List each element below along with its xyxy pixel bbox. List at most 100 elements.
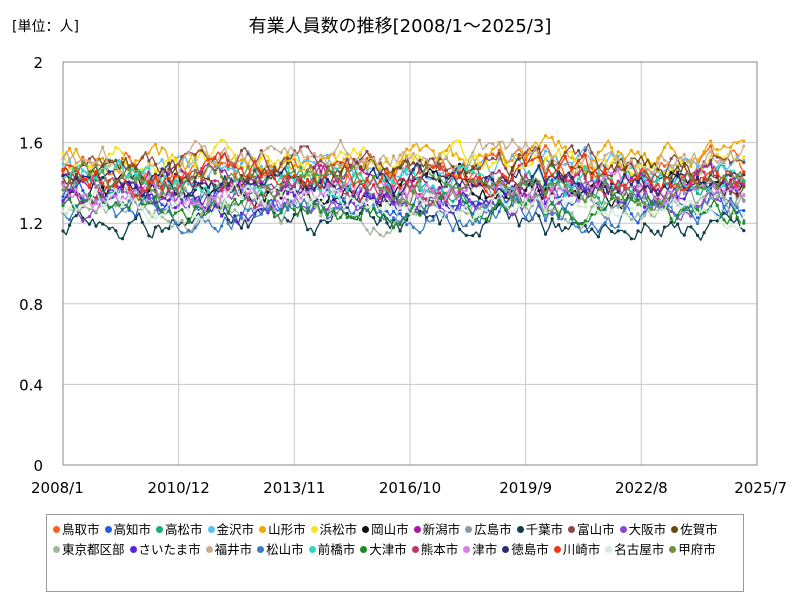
series-point [656, 161, 660, 165]
series-point [424, 144, 429, 148]
series-point [147, 179, 151, 183]
series-point [557, 186, 561, 190]
series-point [636, 164, 640, 168]
series-point [74, 187, 78, 191]
series-point [233, 202, 237, 206]
series-point [643, 205, 647, 209]
series-point [583, 153, 587, 157]
series-point [676, 165, 680, 169]
series-point [239, 226, 244, 230]
series-point [411, 176, 415, 180]
series-point [292, 163, 296, 168]
series-point [391, 200, 396, 204]
series-point [372, 198, 376, 203]
series-point [398, 153, 402, 157]
series-point [484, 180, 488, 184]
series-point [391, 206, 396, 210]
series-point [68, 223, 72, 227]
series-point [484, 176, 488, 180]
series-point [722, 205, 726, 210]
series-point [372, 195, 376, 199]
series-point [464, 171, 468, 175]
series-point [550, 212, 554, 217]
series-point [160, 192, 164, 196]
series-point [563, 202, 567, 206]
series-point [372, 183, 376, 187]
series-point [563, 178, 567, 182]
series-point [629, 158, 634, 162]
line-chart: 0 0.4 0.8 1.2 1.6 2 2008/1 2010/12 2013/11 2016/1… [19, 54, 787, 497]
series-point [398, 201, 402, 205]
series-point [405, 147, 409, 151]
series-point [94, 224, 98, 228]
series-point [266, 211, 270, 215]
series-point [180, 161, 184, 165]
series-point [491, 182, 495, 186]
series-point [464, 167, 468, 172]
series-point [140, 206, 144, 210]
series-point [695, 184, 700, 188]
series-point [206, 157, 210, 161]
series-point [259, 212, 263, 216]
series-point [299, 193, 303, 197]
legend-label: 熊本市 [420, 542, 459, 557]
series-point [312, 172, 316, 176]
series-point [220, 161, 224, 165]
series-point [616, 199, 620, 203]
series-point [629, 183, 634, 187]
series-point [233, 179, 237, 183]
series-point [153, 216, 158, 220]
series-point [61, 168, 65, 172]
series-point [193, 139, 197, 144]
legend-item: 川崎市 [553, 540, 601, 560]
series-point [153, 190, 158, 194]
series-point [610, 171, 614, 175]
series-point [524, 188, 528, 192]
series-point [213, 179, 217, 183]
series-point [365, 161, 369, 165]
series-point [279, 205, 283, 209]
series-point [695, 164, 700, 168]
x-tick-label: 2016/10 [379, 479, 441, 497]
series-point [431, 149, 435, 153]
series-point [497, 177, 501, 181]
series-point [147, 220, 151, 224]
series-point [286, 166, 290, 170]
series-point [729, 187, 733, 191]
series-point [120, 184, 125, 188]
series-point [563, 183, 567, 187]
series-point [643, 178, 647, 182]
series-point [81, 158, 85, 162]
series-point [398, 223, 402, 227]
series-point [345, 154, 349, 158]
series-point [312, 161, 316, 165]
series-point [722, 190, 726, 194]
series-point [590, 194, 594, 198]
series-point [246, 225, 250, 229]
series-point [676, 213, 680, 217]
series-point [87, 165, 91, 169]
series-point [477, 207, 481, 211]
series-line [62, 182, 745, 230]
legend-label: 川崎市 [562, 542, 601, 557]
series-point [292, 151, 296, 155]
series-point [491, 147, 495, 151]
series-point [345, 169, 349, 173]
series-point [253, 180, 257, 184]
series-point [120, 237, 125, 241]
legend-label: 広島市 [474, 522, 512, 537]
series-point [134, 188, 138, 192]
legend-marker [502, 546, 510, 553]
series-point [213, 208, 217, 212]
series-point [167, 209, 171, 213]
series-point [358, 203, 362, 207]
legend-item: 高知市 [104, 520, 151, 540]
series-point [325, 213, 329, 217]
series-point [517, 193, 521, 198]
series-point [464, 233, 468, 237]
series-point [418, 204, 422, 208]
series-point [484, 156, 488, 160]
series-point [101, 206, 105, 210]
series-point [94, 188, 98, 192]
series-point [524, 182, 528, 186]
